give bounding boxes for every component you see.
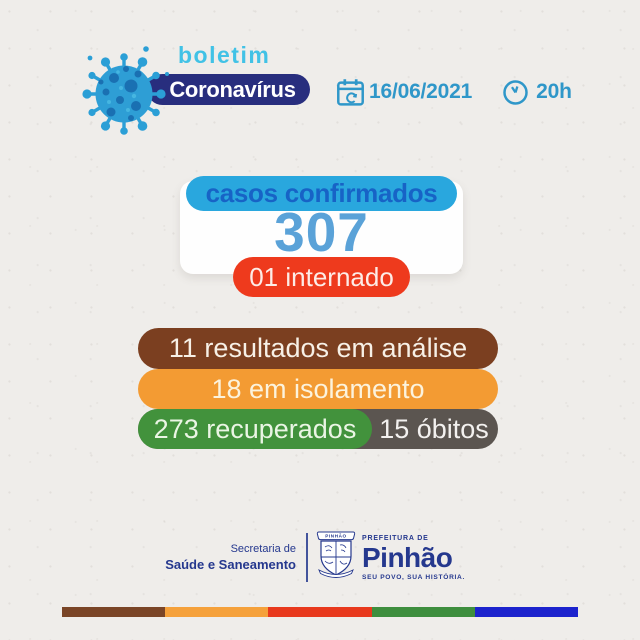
clock-icon <box>503 79 528 105</box>
stripe-segment-brown <box>62 607 166 617</box>
prefecture-wordmark: PREFEITURA DE Pinhão SEU POVO, SUA HISTÓ… <box>362 535 465 582</box>
footer-divider <box>306 533 308 582</box>
secretariat-line1: Secretaria de <box>230 543 296 555</box>
crest-text: PINHÃO <box>325 533 346 539</box>
stripe-segment-red <box>268 607 372 617</box>
bulletin-time: 20h <box>536 80 572 103</box>
datetime-row: 16/06/2021 20h <box>336 77 572 107</box>
footer-color-stripe <box>62 607 579 617</box>
prefecture-name: Pinhão <box>362 542 453 573</box>
bulletin-kicker: boletim <box>178 42 271 68</box>
prefecture-tagline: SEU POVO, SUA HISTÓRIA. <box>362 574 466 581</box>
calendar-icon <box>337 78 364 106</box>
in-isolation-pill: 18 em isolamento <box>138 369 498 409</box>
virus-icon <box>82 46 169 135</box>
confirmed-label-pill: casos confirmados <box>186 176 457 211</box>
deaths-label: 15 óbitos <box>379 413 489 444</box>
prefecture-kicker: PREFEITURA DE <box>362 535 429 542</box>
bulletin-title: Coronavírus <box>169 76 296 102</box>
secretariat-line2: Saúde e Saneamento <box>165 556 296 572</box>
health-secretariat-label: Secretaria de Saúde e Saneamento <box>96 543 296 573</box>
stripe-segment-green <box>371 607 475 617</box>
confirmed-count: 307 <box>274 201 369 263</box>
stripe-segment-orange <box>165 607 269 617</box>
results-in-analysis-pill: 11 resultados em análise <box>138 328 498 369</box>
hospitalized-pill: 01 internado <box>233 257 410 297</box>
bulletin-date: 16/06/2021 <box>369 80 473 103</box>
municipal-crest-icon: PINHÃO <box>316 531 356 578</box>
title-pill: Coronavírus <box>147 74 310 105</box>
stripe-segment-blue <box>474 607 579 617</box>
recovered-pill: 273 recuperados <box>138 409 372 449</box>
